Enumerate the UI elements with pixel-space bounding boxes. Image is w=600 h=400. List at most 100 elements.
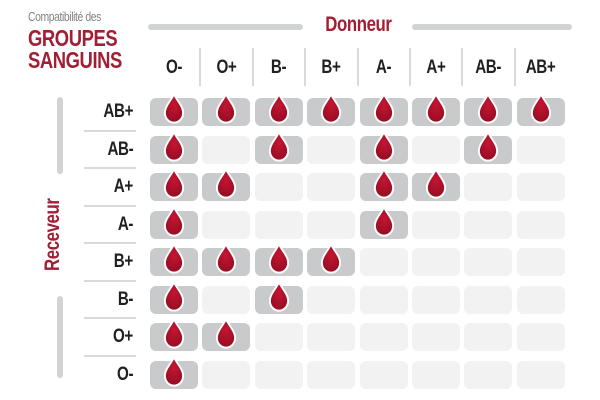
row-separator <box>84 204 136 207</box>
blood-drop-icon <box>268 93 289 124</box>
column-separator <box>461 48 464 86</box>
chart-title-line1: GROUPES <box>28 25 118 51</box>
matrix-cell-A--from-AB+ <box>516 210 565 239</box>
matrix-cell-B--from-A- <box>359 285 408 314</box>
blood-drop-icon <box>478 130 499 162</box>
column-separator <box>199 48 202 86</box>
receiver-label-AB-: AB- <box>107 138 133 160</box>
matrix-cell-B--from-B+ <box>307 285 356 314</box>
donor-header-B-: B- <box>271 57 287 78</box>
matrix-cell-A--from-A+ <box>412 210 460 239</box>
matrix-cell-A+-from-B- <box>254 173 303 201</box>
matrix-cell-AB--from-AB+ <box>516 135 565 164</box>
receiver-label-B-: B- <box>117 288 134 310</box>
matrix-cell-B+-from-A- <box>359 248 408 276</box>
matrix-cell-O+-from-A+ <box>412 323 460 351</box>
matrix-cell-A--from-B+ <box>307 210 356 239</box>
column-separator <box>356 48 359 86</box>
matrix-cell-B+-from-A+ <box>412 248 460 276</box>
receiver-label-O-: O- <box>116 363 133 385</box>
donor-header-AB+: AB+ <box>525 57 556 78</box>
row-separator <box>84 129 136 132</box>
column-separator <box>409 48 411 86</box>
blood-drop-icon <box>216 168 237 199</box>
donor-header-B+: B+ <box>321 57 341 78</box>
chart-subtitle: Compatibilité des <box>28 9 101 24</box>
column-separator <box>513 48 516 86</box>
donor-axis-label: Donneur <box>324 13 392 36</box>
receiver-label-AB+: AB+ <box>103 101 133 122</box>
blood-drop-icon <box>163 130 185 162</box>
blood-drop-icon <box>530 93 551 124</box>
chart-title: Compatibilité des GROUPES SANGUINS <box>28 9 145 73</box>
matrix-cell-B+-from-AB+ <box>516 248 565 276</box>
matrix-cell-O+-from-B+ <box>307 323 356 351</box>
receiver-label-B+: B+ <box>113 251 133 272</box>
blood-drop-icon <box>163 355 185 387</box>
column-separator <box>304 48 307 86</box>
matrix-cell-B--from-AB- <box>464 285 513 314</box>
matrix-cell-O+-from-A- <box>359 323 408 351</box>
donor-header-AB-: AB- <box>475 57 502 78</box>
matrix-cell-O--from-AB- <box>464 360 513 389</box>
donor-header-O-: O- <box>165 57 183 78</box>
donor-header-A+: A+ <box>426 57 446 78</box>
blood-drop-icon <box>268 280 289 312</box>
blood-drop-icon <box>373 130 394 162</box>
blood-drop-icon <box>425 93 447 124</box>
matrix-cell-AB--from-A+ <box>412 135 460 164</box>
blood-drop-icon <box>163 280 185 312</box>
matrix-cell-O--from-O+ <box>202 360 251 389</box>
blood-drop-icon <box>163 168 185 199</box>
matrix-cell-O--from-AB+ <box>516 360 565 389</box>
blood-drop-icon <box>268 130 289 162</box>
row-separator <box>84 242 136 244</box>
receiver-axis-line-top <box>57 97 63 174</box>
row-separator <box>84 167 136 169</box>
matrix-cell-B--from-AB+ <box>516 285 565 314</box>
blood-drop-icon <box>478 93 499 124</box>
blood-drop-icon <box>373 168 394 199</box>
receiver-label-O+: O+ <box>113 326 133 347</box>
blood-drop-icon <box>216 318 237 349</box>
receiver-axis-line-bottom <box>57 296 63 378</box>
blood-drop-icon <box>163 243 185 274</box>
matrix-cell-AB--from-O+ <box>202 135 251 164</box>
matrix-cell-O+-from-B- <box>254 323 303 351</box>
row-separator <box>84 279 136 282</box>
blood-drop-icon <box>321 93 342 124</box>
row-separator <box>84 354 136 357</box>
matrix-cell-A+-from-AB+ <box>516 173 565 201</box>
matrix-cell-O--from-A- <box>359 360 408 389</box>
donor-header-A-: A- <box>375 57 392 78</box>
matrix-cell-B--from-O+ <box>202 285 251 314</box>
blood-drop-icon <box>425 168 447 199</box>
matrix-cell-O+-from-AB+ <box>516 323 565 351</box>
blood-drop-icon <box>216 243 237 274</box>
blood-drop-icon <box>163 205 185 237</box>
matrix-cell-A--from-AB- <box>464 210 513 239</box>
matrix-cell-AB--from-B+ <box>307 135 356 164</box>
matrix-cell-B--from-A+ <box>412 285 460 314</box>
blood-drop-icon <box>163 318 185 349</box>
receiver-axis-label: Receveur <box>41 198 64 272</box>
blood-drop-icon <box>268 243 289 274</box>
matrix-cell-O--from-B+ <box>307 360 356 389</box>
matrix-cell-A--from-B- <box>254 210 303 239</box>
matrix-cell-A+-from-B+ <box>307 173 356 201</box>
blood-drop-icon <box>373 93 394 124</box>
donor-header-O+: O+ <box>216 57 237 78</box>
donor-axis-line-right <box>412 24 572 30</box>
matrix-cell-A+-from-AB- <box>464 173 513 201</box>
matrix-cell-O--from-B- <box>254 360 303 389</box>
receiver-label-A-: A- <box>117 213 134 235</box>
chart-title-line2: SANGUINS <box>28 47 122 73</box>
blood-drop-icon <box>373 205 394 237</box>
matrix-cell-O--from-A+ <box>412 360 460 389</box>
row-separator <box>84 317 136 319</box>
matrix-cell-B+-from-AB- <box>464 248 513 276</box>
matrix-cell-O+-from-AB- <box>464 323 513 351</box>
receiver-label-A+: A+ <box>113 176 133 197</box>
matrix-cell-A--from-O+ <box>202 210 251 239</box>
